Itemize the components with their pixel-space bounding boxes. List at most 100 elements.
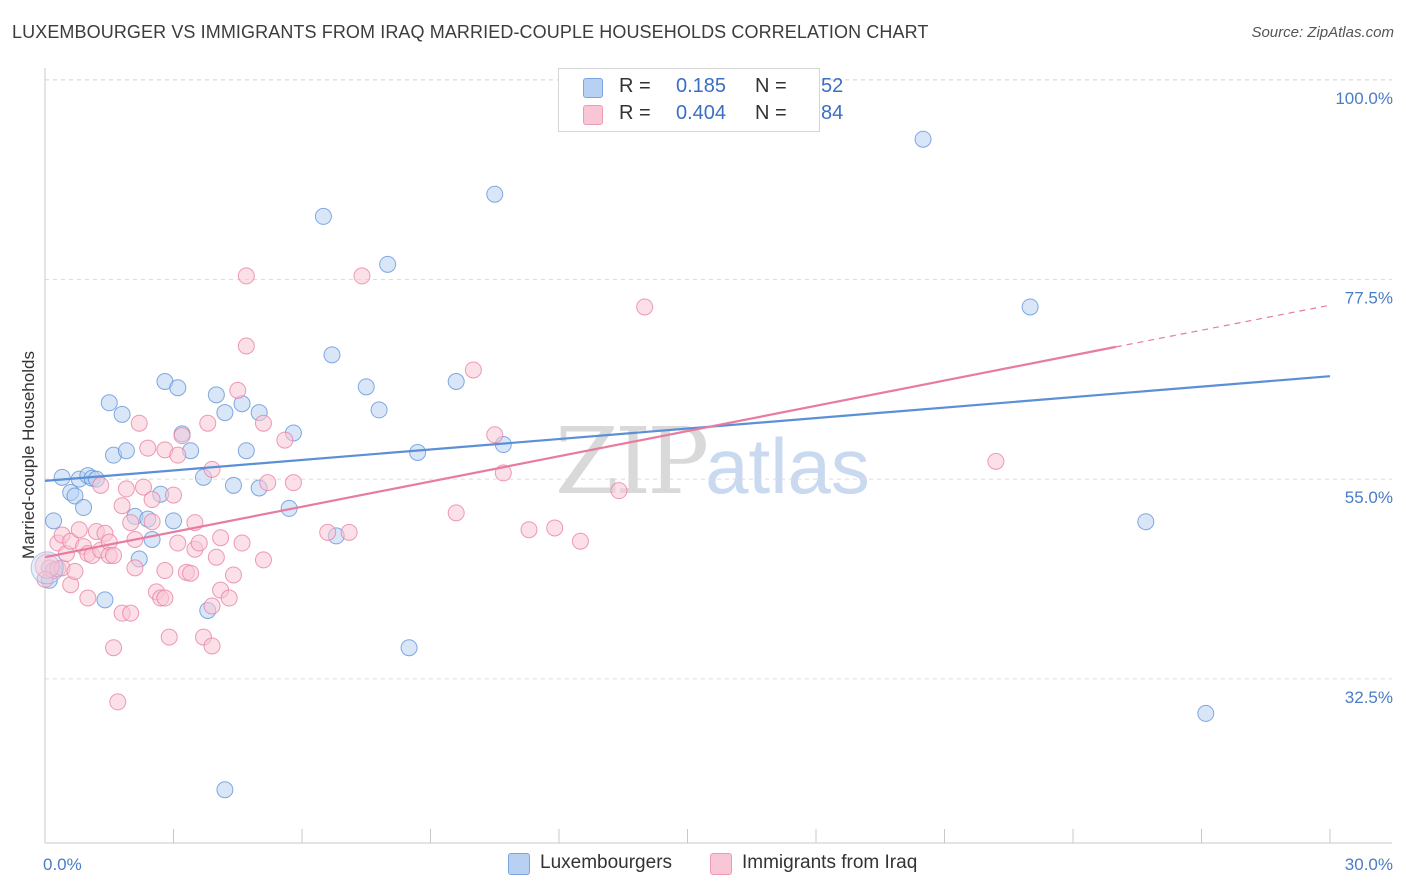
watermark-zip: ZIP [555, 408, 709, 515]
point-luxembourgers [379, 255, 397, 273]
point-iraq [160, 628, 178, 646]
n-value-luxembourgers: 52 [821, 75, 844, 97]
point-luxembourgers [96, 591, 114, 609]
point-luxembourgers [1137, 513, 1155, 531]
point-iraq [117, 480, 135, 498]
trendline-luxembourgers [44, 375, 1331, 482]
bottom-legend-swatch-luxembourgers [508, 853, 530, 875]
point-iraq [122, 514, 140, 532]
r-label: R = [619, 102, 651, 124]
point-iraq [66, 562, 84, 580]
point-iraq [130, 414, 148, 432]
point-luxembourgers [165, 512, 182, 530]
point-luxembourgers [447, 373, 465, 390]
chart-title: LUXEMBOURGER VS IMMIGRANTS FROM IRAQ MAR… [12, 22, 929, 42]
point-iraq [546, 519, 564, 537]
point-luxembourgers [323, 346, 341, 364]
r-value-luxembourgers: 0.185 [676, 75, 727, 97]
point-iraq [169, 446, 187, 464]
point-luxembourgers [100, 394, 118, 412]
point-luxembourgers [486, 185, 504, 203]
point-iraq [233, 534, 251, 552]
cluster-iraq [34, 553, 60, 579]
point-iraq [259, 474, 277, 492]
point-luxembourgers [207, 386, 225, 404]
trendline-iraq [44, 345, 1117, 559]
point-iraq [105, 639, 123, 657]
point-luxembourgers [75, 499, 93, 517]
legend-swatch-luxembourgers [583, 78, 603, 98]
point-luxembourgers [143, 530, 161, 548]
x-tick-label: 30.0% [1345, 855, 1393, 874]
point-iraq [212, 529, 230, 547]
point-luxembourgers [113, 405, 131, 423]
point-iraq [447, 504, 465, 522]
point-iraq [237, 337, 255, 355]
point-luxembourgers [357, 378, 375, 396]
point-iraq [610, 482, 628, 500]
y-tick-label: 55.0% [1345, 488, 1393, 507]
point-iraq [92, 476, 110, 494]
legend-swatch-iraq [583, 105, 603, 125]
point-iraq [165, 486, 182, 504]
bottom-legend-label-luxembourgers: Luxembourgers [540, 852, 673, 873]
watermark: ZIPatlas [555, 408, 870, 515]
point-iraq [340, 523, 358, 541]
point-luxembourgers [237, 442, 255, 460]
point-luxembourgers [66, 487, 84, 505]
watermark-atlas: atlas [705, 422, 870, 510]
point-luxembourgers [169, 379, 187, 397]
point-iraq [203, 460, 221, 478]
point-iraq [135, 478, 153, 496]
point-iraq [105, 546, 123, 564]
point-iraq [122, 604, 140, 622]
trendline-iraq-extension [1115, 304, 1331, 348]
y-tick-label: 77.5% [1345, 288, 1393, 307]
cluster-luxembourgers [30, 551, 64, 585]
y-axis-label: Married-couple Households [19, 351, 38, 559]
point-luxembourgers [314, 207, 332, 225]
point-iraq [126, 559, 144, 577]
n-label: N = [755, 75, 787, 97]
point-luxembourgers [409, 444, 427, 461]
n-label: N = [755, 102, 787, 124]
bottom-legend-swatch-iraq [710, 853, 732, 875]
point-iraq [143, 491, 161, 509]
point-iraq [109, 693, 127, 711]
bottom-legend-label-iraq: Immigrants from Iraq [742, 852, 918, 873]
x-tick-label: 0.0% [43, 855, 82, 874]
r-label: R = [619, 75, 651, 97]
point-iraq [276, 431, 294, 449]
point-iraq [70, 521, 88, 539]
point-luxembourgers [216, 781, 234, 799]
point-luxembourgers [224, 476, 242, 494]
point-iraq [520, 521, 538, 539]
y-tick-label: 100.0% [1335, 89, 1393, 108]
point-iraq [139, 439, 157, 457]
point-iraq [229, 381, 247, 399]
point-iraq [987, 452, 1005, 470]
point-iraq [182, 564, 200, 582]
point-luxembourgers [117, 442, 135, 460]
point-iraq [156, 562, 174, 580]
point-iraq [113, 497, 131, 515]
r-value-iraq: 0.404 [676, 102, 727, 124]
point-iraq [143, 513, 161, 531]
point-iraq [203, 637, 221, 655]
point-iraq [173, 427, 191, 445]
point-iraq [224, 566, 242, 584]
point-iraq [254, 551, 272, 569]
n-value-iraq: 84 [821, 102, 844, 124]
point-iraq [207, 548, 225, 566]
point-luxembourgers [1021, 298, 1039, 316]
point-iraq [203, 597, 221, 615]
point-iraq [190, 534, 208, 552]
point-luxembourgers [400, 639, 418, 657]
stats-legend: R = 0.185 N = 52 R = 0.404 N = 84 [558, 68, 843, 132]
point-iraq [220, 589, 238, 607]
point-iraq [571, 532, 589, 550]
point-luxembourgers [370, 401, 388, 419]
point-iraq [284, 474, 302, 492]
point-luxembourgers [53, 468, 71, 486]
